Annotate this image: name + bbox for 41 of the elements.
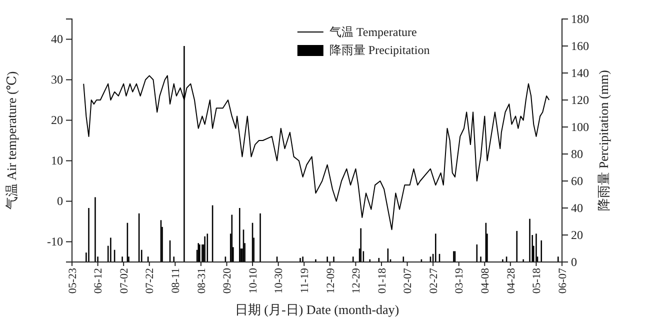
y2-tick-label: 100 [571, 120, 589, 134]
x-tick-label: 07-22 [144, 268, 156, 294]
x-tick-label: 08-31 [196, 268, 208, 294]
x-tick-label: 03-19 [454, 268, 466, 294]
y-tick-label: 10 [51, 154, 63, 168]
y2-tick-label: 20 [571, 228, 583, 242]
x-tick-label: 05-23 [66, 268, 79, 294]
y2-tick-label: 0 [571, 254, 577, 269]
y-axis-title: 气温 Air temperature (℃) [4, 71, 19, 210]
x-tick-label: 02-27 [428, 268, 440, 294]
y-tick-label: 40 [51, 32, 63, 46]
y-tick-label: 20 [51, 113, 63, 128]
x-tick-label: 04-08 [479, 268, 492, 294]
legend-label: 气温 Temperature [329, 25, 417, 40]
x-tick-label: 10-30 [273, 268, 286, 294]
legend-label: 降雨量 Precipitation [329, 43, 430, 58]
y2-tick-label: 80 [571, 146, 583, 161]
x-tick-label: 04-28 [505, 268, 518, 294]
x-tick-label: 06-12 [92, 268, 105, 294]
y-tick-label: 0 [57, 194, 63, 208]
x-tick-label: 12-29 [350, 268, 363, 294]
y2-tick-label: 160 [571, 38, 589, 53]
x-tick-label: 06-07 [556, 268, 569, 294]
x-tick-label: 12-09 [324, 268, 337, 294]
y2-tick-label: 120 [571, 92, 589, 107]
x-axis-title: 日期 (月-日) Date (month-day) [234, 302, 400, 317]
y-tick-label: -10 [47, 234, 63, 249]
y2-axis-title: 降雨量 Percipitation (mm) [596, 70, 611, 211]
y-tick-label: 30 [51, 72, 63, 87]
x-tick-label: 08-11 [170, 268, 182, 294]
y2-tick-label: 60 [571, 174, 583, 188]
y2-tick-label: 40 [571, 200, 583, 215]
y2-tick-label: 140 [571, 66, 589, 80]
x-tick-label: 10-10 [247, 268, 260, 294]
x-tick-label: 07-02 [118, 268, 130, 294]
x-tick-label: 05-18 [531, 268, 544, 294]
x-tick-label: 02-07 [402, 268, 414, 294]
x-tick-label: 01-18 [376, 268, 388, 294]
x-tick-label: 09-20 [222, 268, 234, 294]
y2-tick-label: 180 [571, 12, 589, 26]
x-tick-label: 11-19 [298, 268, 311, 294]
